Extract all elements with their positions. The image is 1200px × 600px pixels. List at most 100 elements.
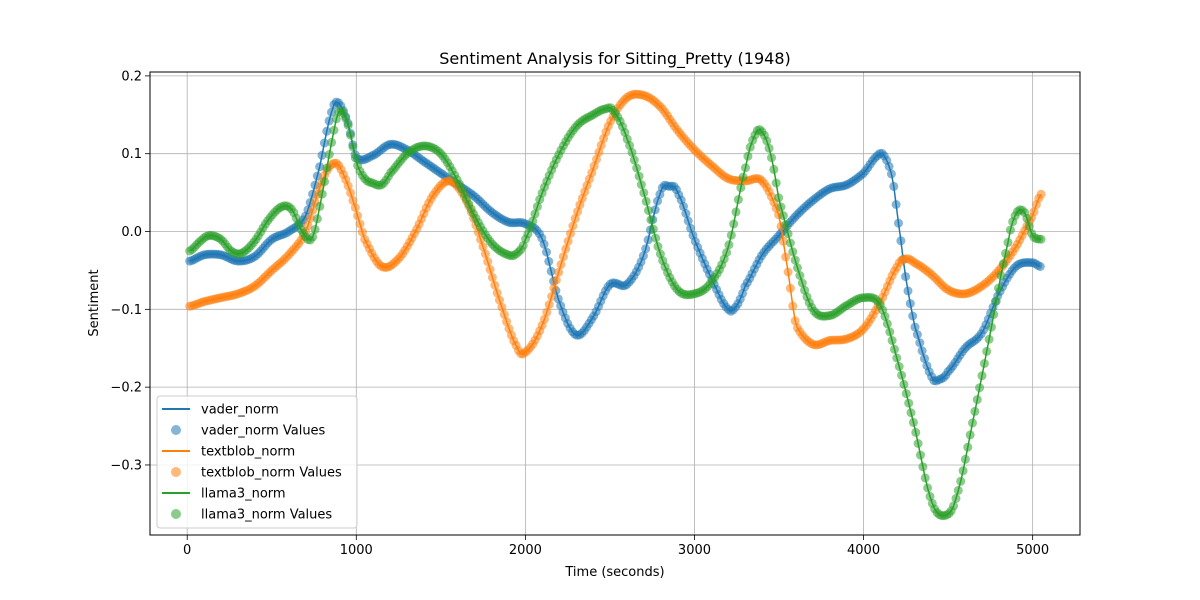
llama3-norm-point: [968, 418, 977, 428]
textblob-norm-point: [487, 272, 497, 282]
vader-norm-point: [917, 346, 927, 356]
llama3-norm-point: [646, 215, 656, 225]
llama3-norm-point: [639, 188, 649, 198]
x-tick-label: 0: [183, 543, 191, 558]
vader-norm-point: [891, 200, 901, 209]
y-tick-label: −0.1: [110, 303, 142, 318]
legend: vader_norm vader_norm Values textblob_norm…: [156, 395, 358, 529]
llama3-norm-point: [726, 230, 736, 240]
textblob-norm-values-legend-label: textblob_norm Values: [201, 466, 342, 481]
llama3-norm-point: [793, 263, 802, 273]
textblob-norm-point: [558, 252, 568, 262]
llama3-norm-point: [960, 454, 970, 464]
llama3-norm-point: [774, 193, 784, 203]
llama3-norm-point: [1005, 225, 1015, 235]
vader-norm-point: [679, 201, 688, 211]
textblob-norm-point: [350, 203, 360, 213]
llama3-norm-point: [979, 359, 989, 368]
textblob-norm-point: [783, 267, 793, 277]
llama3-norm-point: [1024, 221, 1034, 231]
llama3-norm-point: [918, 462, 928, 472]
vader-norm-point: [886, 169, 896, 179]
vader-norm-point: [896, 236, 906, 246]
llama3-norm-point: [762, 136, 772, 146]
vader-norm-point: [317, 150, 327, 160]
textblob-norm-point: [547, 292, 557, 301]
vader-norm-point: [327, 107, 336, 117]
textblob-norm-point: [549, 283, 559, 293]
llama3-norm-point: [908, 417, 918, 427]
textblob-norm-point: [542, 307, 552, 317]
llama3-norm-point: [350, 153, 360, 163]
textblob-norm-point: [1036, 189, 1046, 199]
llama3-norm-point: [636, 180, 646, 190]
vader-norm-point: [889, 181, 899, 191]
llama3-norm-values-legend-label: llama3_norm Values: [201, 508, 332, 523]
llama3-norm-point: [956, 476, 966, 486]
y-ticks: −0.3 −0.2 −0.1 0.0 0.1 0.2: [110, 69, 150, 473]
llama3-norm-point: [951, 493, 961, 503]
textblob-norm-point: [485, 265, 495, 274]
textblob-norm-point: [348, 195, 358, 205]
y-tick-label: 0.0: [121, 225, 142, 240]
llama3-norm-point: [769, 164, 779, 174]
axes-frame: [149, 71, 1081, 536]
y-tick-label: 0.2: [121, 69, 142, 84]
vader-norm-point: [683, 216, 693, 226]
textblob-norm-point: [554, 267, 564, 277]
llama3-norm-point: [745, 142, 755, 152]
llama3-norm-point: [885, 327, 895, 337]
vader-norm-point: [643, 235, 653, 245]
llama3-norm-values-legend-swatch: [171, 509, 181, 519]
llama3-norm-point: [743, 151, 753, 161]
llama3-norm-point: [331, 114, 341, 124]
textblob-norm-point: [540, 314, 549, 324]
x-tick-label: 1000: [340, 543, 373, 558]
llama3-norm-point: [322, 163, 332, 173]
llama3-norm-point: [996, 271, 1006, 280]
llama3-norm-point: [975, 383, 985, 393]
textblob-norm-point: [497, 302, 507, 312]
vader-norm-point: [908, 311, 918, 321]
vader-norm-values-legend-label: vader_norm Values: [201, 424, 326, 439]
textblob-norm-point: [343, 181, 353, 191]
vader-norm-point: [915, 338, 925, 348]
y-tick-label: −0.3: [110, 458, 142, 473]
textblob-norm-point: [490, 280, 500, 290]
llama3-norm-point: [989, 310, 999, 319]
llama3-norm-point: [1036, 234, 1046, 244]
textblob-norm-point: [355, 219, 365, 229]
textblob-norm-point: [495, 295, 504, 305]
textblob-norm-point: [551, 275, 561, 285]
llama3-norm-point: [963, 442, 973, 452]
llama3-norm-point: [736, 183, 746, 193]
llama3-norm-point: [644, 206, 653, 215]
vader-norm-point: [1035, 262, 1045, 271]
vader-norm-point: [912, 330, 922, 340]
llama3-norm-point: [795, 271, 805, 280]
textblob-norm-point: [305, 213, 315, 223]
llama3-norm-point: [998, 259, 1008, 269]
llama3-norm-point: [785, 238, 795, 248]
textblob-norm-point: [303, 220, 313, 230]
textblob-norm-point: [483, 257, 493, 267]
vader-norm-legend-label: vader_norm: [201, 403, 279, 418]
llama3-norm-point: [632, 163, 642, 173]
llama3-norm-point: [906, 408, 916, 418]
llama3-norm-point: [890, 344, 899, 354]
textblob-norm-point: [589, 161, 599, 171]
llama3-norm-point: [629, 155, 639, 165]
vader-norm-point: [686, 223, 696, 233]
llama3-norm-point: [315, 201, 325, 211]
llama3-norm-point: [894, 362, 904, 371]
textblob-norm-values-legend-swatch: [171, 467, 181, 477]
llama3-norm-point: [923, 483, 933, 493]
llama3-norm-point: [783, 229, 793, 239]
vader-norm-point: [319, 138, 329, 148]
textblob-norm-legend-label: textblob_norm: [201, 445, 295, 460]
textblob-norm-point: [561, 244, 571, 254]
vader-norm-point: [920, 354, 929, 364]
llama3-norm-point: [634, 171, 644, 181]
x-axis-label: Time (seconds): [564, 565, 664, 580]
llama3-norm-point: [348, 142, 358, 152]
